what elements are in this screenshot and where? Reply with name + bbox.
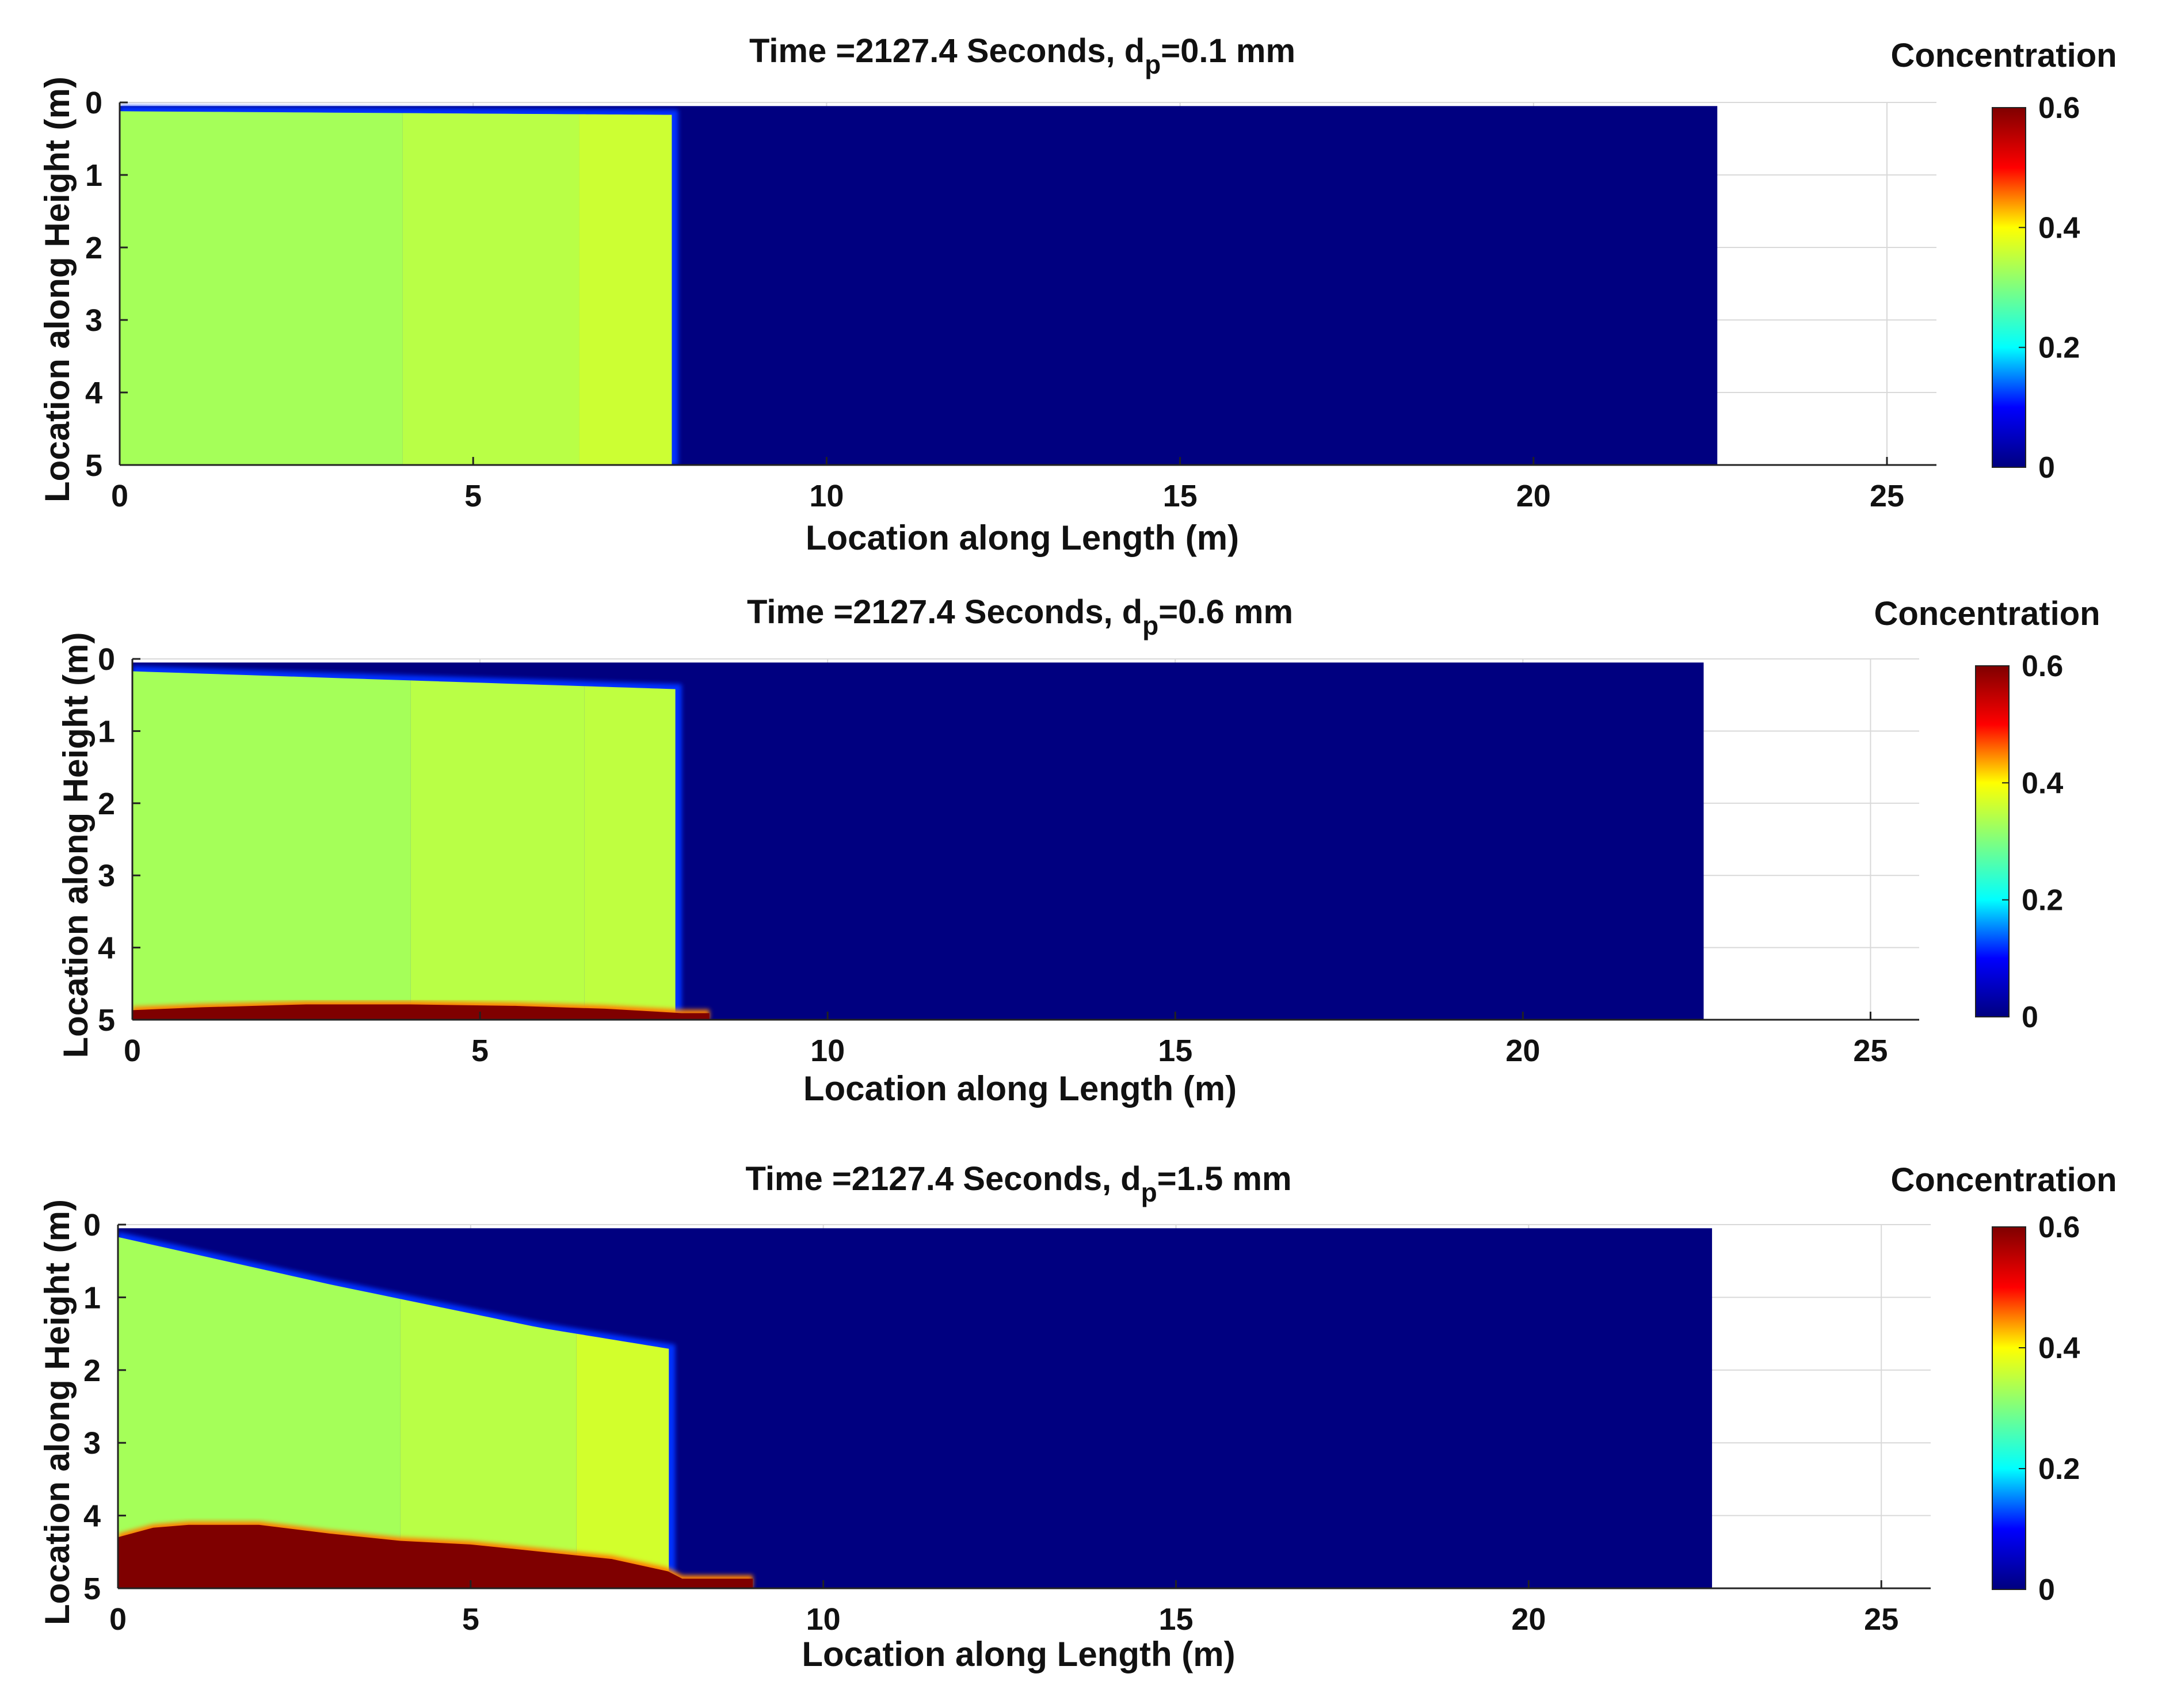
colorbar-tick-label: 0.6 <box>2038 1211 2080 1244</box>
y-tick-label: 2 <box>83 1354 101 1388</box>
chart-title-subscript: p <box>1141 1177 1157 1207</box>
current-zone <box>579 114 672 465</box>
x-tick-label: 15 <box>1158 1034 1192 1068</box>
y-tick-label: 2 <box>98 787 115 821</box>
colorbar-label: Concentration <box>1890 37 2117 74</box>
x-tick-label: 20 <box>1505 1034 1540 1068</box>
x-tick-label: 15 <box>1158 1602 1193 1637</box>
heatmap-field <box>120 106 1718 465</box>
current-zone <box>400 1299 577 1588</box>
y-tick-label: 0 <box>98 642 115 677</box>
y-tick-label: 1 <box>83 1280 101 1315</box>
colorbar-tick-label: 0.2 <box>2022 884 2063 917</box>
y-axis-label: Location along Height (m) <box>38 77 77 502</box>
colorbar-tick-label: 0.2 <box>2038 331 2080 365</box>
x-tick-label: 15 <box>1163 479 1198 513</box>
x-tick-label: 25 <box>1853 1034 1888 1068</box>
y-tick-label: 2 <box>85 231 102 265</box>
colorbar-tick-label: 0.6 <box>2038 92 2080 125</box>
y-tick-label: 5 <box>98 1003 115 1038</box>
colorbar-label: Concentration <box>1874 595 2100 632</box>
x-tick-label: 20 <box>1511 1602 1546 1637</box>
chart-title-main: Time =2127.4 Seconds, d <box>745 1160 1141 1198</box>
colorbar-tick-label: 0.4 <box>2038 211 2080 245</box>
colorbar <box>1992 1226 2026 1590</box>
colorbar-tick-label: 0.6 <box>2022 650 2063 683</box>
heatmap-field <box>118 1228 1713 1588</box>
y-tick-label: 4 <box>98 931 115 966</box>
chart-title-main: Time =2127.4 Seconds, d <box>749 32 1145 70</box>
current-zone <box>402 113 579 465</box>
chart-title-main: Time =2127.4 Seconds, d <box>747 593 1142 631</box>
y-tick-label: 0 <box>83 1208 101 1242</box>
y-axis-label: Location along Height (m) <box>38 1199 77 1625</box>
x-tick-label: 10 <box>810 1034 845 1068</box>
colorbar-tick-label: 0 <box>2038 1573 2055 1607</box>
chart-title: Time =2127.4 Seconds, dp=1.5 mm <box>745 1160 1291 1207</box>
x-tick-label: 5 <box>464 479 482 513</box>
deposit-bed <box>132 1004 710 1020</box>
x-tick-label: 0 <box>124 1034 141 1068</box>
deposit-bed <box>118 1524 753 1588</box>
current-zone <box>120 111 403 465</box>
heatmap-field <box>132 662 1704 1020</box>
colorbar-tick-label: 0.4 <box>2038 1332 2080 1365</box>
chart-title: Time =2127.4 Seconds, dp=0.1 mm <box>749 32 1295 79</box>
y-tick-label: 5 <box>85 448 102 483</box>
y-tick-label: 1 <box>85 158 102 193</box>
x-tick-label: 10 <box>809 479 844 513</box>
x-tick-label: 25 <box>1864 1602 1898 1637</box>
current-zone <box>132 671 411 1020</box>
chart-title-suffix: =1.5 mm <box>1157 1160 1292 1198</box>
x-axis-label: Location along Length (m) <box>806 518 1239 557</box>
y-tick-label: 5 <box>83 1572 101 1606</box>
chart-title: Time =2127.4 Seconds, dp=0.6 mm <box>747 593 1293 640</box>
chart-title-suffix: =0.1 mm <box>1161 32 1295 70</box>
chart-title-subscript: p <box>1142 611 1158 640</box>
colorbar-tick-label: 0.4 <box>2022 767 2063 800</box>
x-tick-label: 0 <box>111 479 128 513</box>
chart-title-subscript: p <box>1145 49 1161 79</box>
colorbar-label: Concentration <box>1890 1161 2117 1199</box>
colorbar-tick-label: 0 <box>2022 1001 2038 1034</box>
current-zone <box>576 1333 669 1588</box>
x-tick-label: 0 <box>109 1602 127 1637</box>
y-tick-label: 3 <box>83 1426 101 1461</box>
x-tick-label: 5 <box>462 1602 479 1637</box>
current-zone <box>410 680 585 1020</box>
y-axis-label: Location along Height (m) <box>56 632 95 1058</box>
y-tick-label: 4 <box>83 1499 101 1534</box>
chart-title-suffix: =0.6 mm <box>1158 593 1293 631</box>
x-tick-label: 20 <box>1516 479 1551 513</box>
colorbar <box>1975 665 2010 1017</box>
y-tick-label: 1 <box>98 714 115 749</box>
y-tick-label: 4 <box>85 376 102 410</box>
colorbar <box>1992 107 2026 468</box>
colorbar-tick-label: 0 <box>2038 451 2055 485</box>
x-axis-label: Location along Length (m) <box>802 1635 1235 1673</box>
x-tick-label: 25 <box>1870 479 1904 513</box>
y-tick-label: 0 <box>85 86 102 120</box>
y-tick-label: 3 <box>98 859 115 893</box>
y-tick-label: 3 <box>85 303 102 338</box>
x-axis-label: Location along Length (m) <box>803 1069 1237 1108</box>
x-tick-label: 5 <box>471 1034 489 1068</box>
x-tick-label: 10 <box>806 1602 841 1637</box>
colorbar-tick-label: 0.2 <box>2038 1452 2080 1486</box>
current-zone <box>118 1237 401 1588</box>
current-zone <box>584 686 676 1020</box>
